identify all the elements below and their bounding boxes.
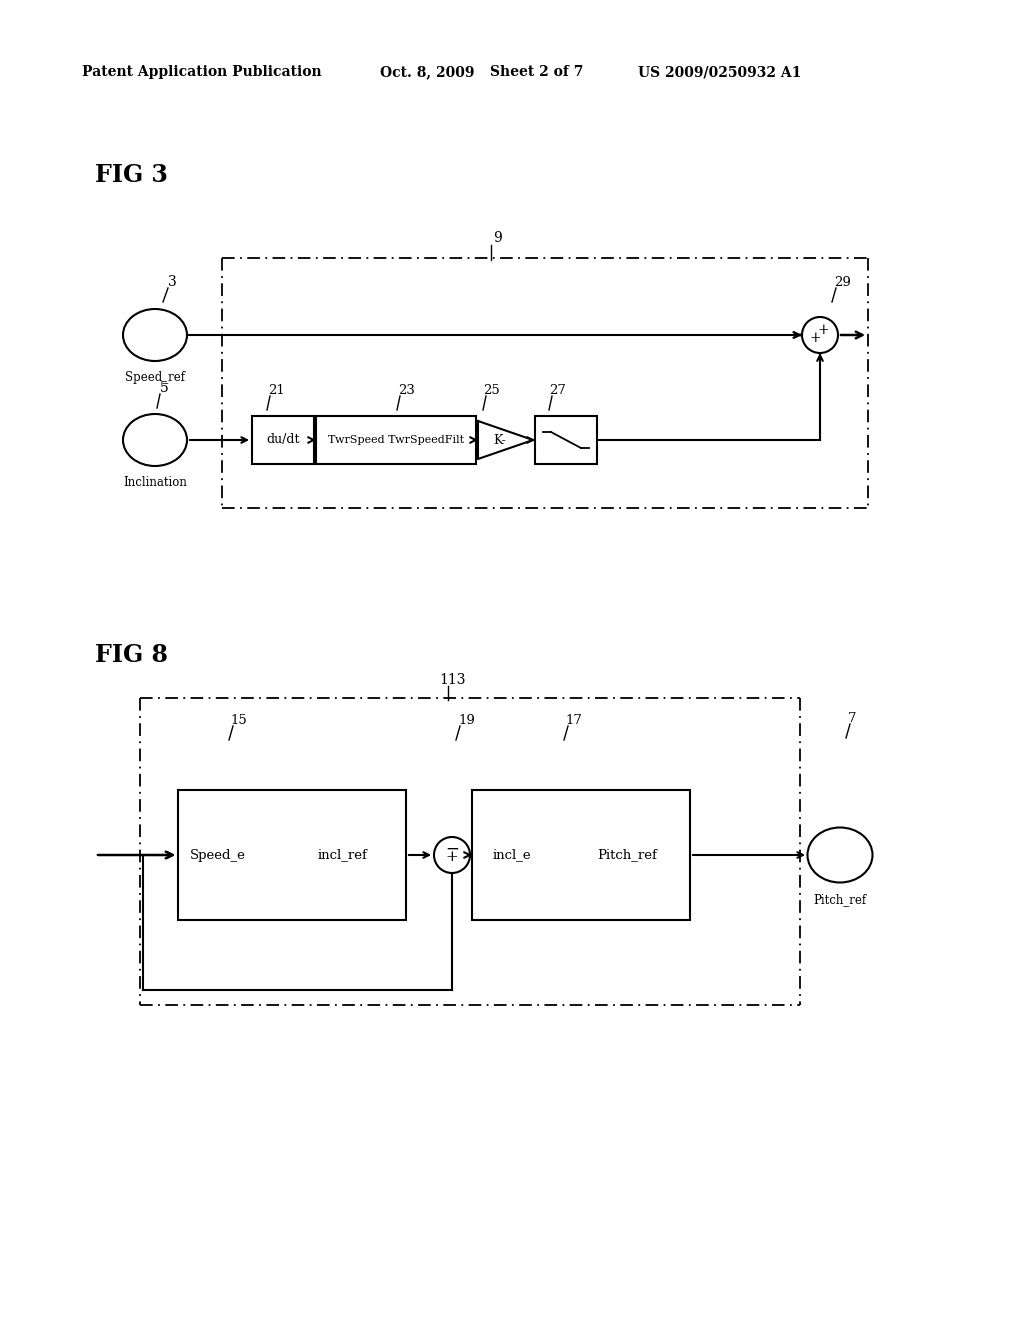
Text: 19: 19 (458, 714, 475, 726)
Text: Oct. 8, 2009: Oct. 8, 2009 (380, 65, 474, 79)
Text: +: + (809, 331, 821, 345)
Text: 25: 25 (483, 384, 500, 396)
Text: 15: 15 (230, 714, 247, 726)
Text: Speed_ref: Speed_ref (125, 371, 185, 384)
Text: +: + (817, 323, 828, 337)
Text: 27: 27 (549, 384, 566, 396)
Text: K-: K- (494, 433, 507, 446)
Text: 5: 5 (160, 381, 169, 395)
Text: TwrSpeed TwrSpeedFilt: TwrSpeed TwrSpeedFilt (328, 436, 464, 445)
Text: 29: 29 (834, 276, 851, 289)
Text: FIG 8: FIG 8 (95, 643, 168, 667)
Text: 23: 23 (398, 384, 415, 396)
Text: +: + (445, 850, 459, 865)
Text: du/dt: du/dt (266, 433, 300, 446)
Text: 9: 9 (493, 231, 502, 246)
Text: −: − (445, 841, 459, 858)
Text: incl_ref: incl_ref (318, 849, 368, 862)
Text: 17: 17 (565, 714, 582, 726)
Text: Sheet 2 of 7: Sheet 2 of 7 (490, 65, 584, 79)
Text: Pitch_ref: Pitch_ref (597, 849, 657, 862)
Text: 7: 7 (848, 711, 856, 725)
Text: 113: 113 (439, 673, 466, 686)
Text: Speed_e: Speed_e (190, 849, 246, 862)
Text: FIG 3: FIG 3 (95, 162, 168, 187)
Text: 3: 3 (168, 275, 177, 289)
Text: Inclination: Inclination (123, 475, 187, 488)
Text: Pitch_ref: Pitch_ref (813, 894, 866, 907)
Text: incl_e: incl_e (493, 849, 531, 862)
Text: 21: 21 (268, 384, 285, 396)
Text: US 2009/0250932 A1: US 2009/0250932 A1 (638, 65, 802, 79)
Text: Patent Application Publication: Patent Application Publication (82, 65, 322, 79)
